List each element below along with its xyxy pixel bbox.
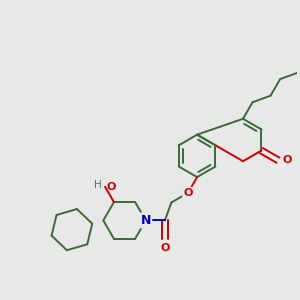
Text: O: O (282, 155, 292, 165)
Text: O: O (106, 182, 116, 192)
Text: N: N (140, 214, 151, 227)
Text: O: O (183, 188, 193, 198)
Text: H: H (94, 180, 102, 190)
Text: O: O (160, 243, 170, 253)
Text: N: N (140, 214, 151, 227)
